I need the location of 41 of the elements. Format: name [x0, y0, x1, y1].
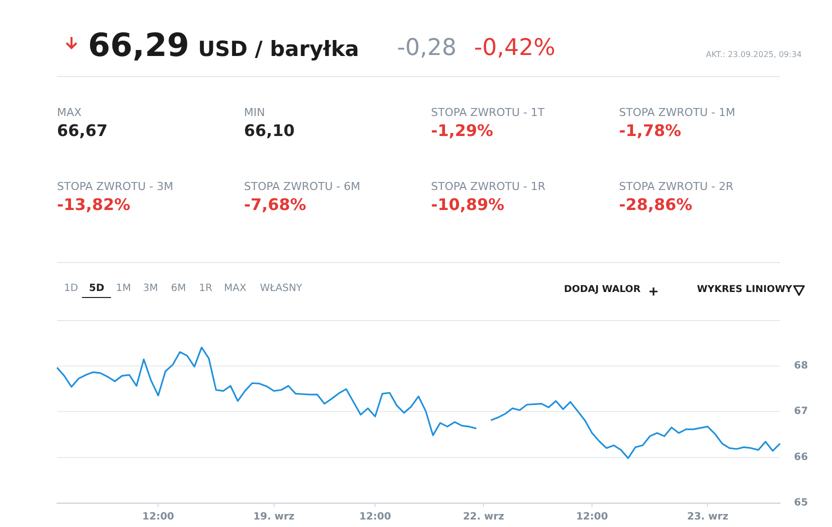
text: MIN [244, 106, 265, 119]
x-tick-label: 19. wrz [253, 512, 295, 523]
text: WŁASNY [260, 283, 302, 296]
text: -1,78% [619, 121, 682, 140]
x-tick-label: 22. wrz [462, 512, 504, 523]
text: STOPA ZWROTU - 2R [619, 180, 734, 193]
text: -13,82% [57, 195, 130, 214]
text: 1R [199, 283, 212, 296]
text: STOPA ZWROTU - 6M [244, 180, 360, 193]
text: -0,42% [474, 34, 556, 63]
text: STOPA ZWROTU - 1T [431, 106, 544, 119]
y-tick-label: 66 [794, 452, 808, 463]
text: STOPA ZWROTU - 1M [619, 106, 736, 119]
text: 1M [116, 283, 131, 296]
text: -0,28 [397, 34, 457, 63]
text: 1D [64, 283, 78, 296]
text: -10,89% [431, 195, 504, 214]
text: MAX [224, 283, 246, 296]
x-tick-label: 23. wrz [687, 512, 728, 523]
y-tick-label: 65 [794, 498, 808, 509]
text: 5D [82, 283, 112, 298]
chart-title: 66,29 [88, 25, 190, 66]
text: AKT.: 23.09.2025, 09:34 [706, 50, 802, 59]
x-tick-label: 12:00 [142, 512, 174, 523]
chart-subtitle: USD / baryłka [198, 36, 360, 63]
text: DODAJ WALOR [564, 284, 641, 295]
text: WYKRES LINIOWY [697, 284, 792, 295]
text: 66,10 [244, 121, 295, 140]
text: -1,29% [431, 121, 494, 140]
x-tick-label: 12:00 [576, 512, 608, 523]
text: MAX [57, 106, 82, 119]
text: -28,86% [619, 195, 692, 214]
text: 6M [171, 283, 186, 296]
text: STOPA ZWROTU - 1R [431, 180, 546, 193]
y-tick-label: 67 [794, 406, 808, 418]
text: STOPA ZWROTU - 3M [57, 180, 174, 193]
text: -7,68% [244, 195, 306, 214]
text: 66,67 [57, 121, 108, 140]
y-tick-label: 68 [794, 360, 808, 372]
x-tick-label: 12:00 [359, 512, 392, 523]
text: 3M [143, 283, 158, 296]
